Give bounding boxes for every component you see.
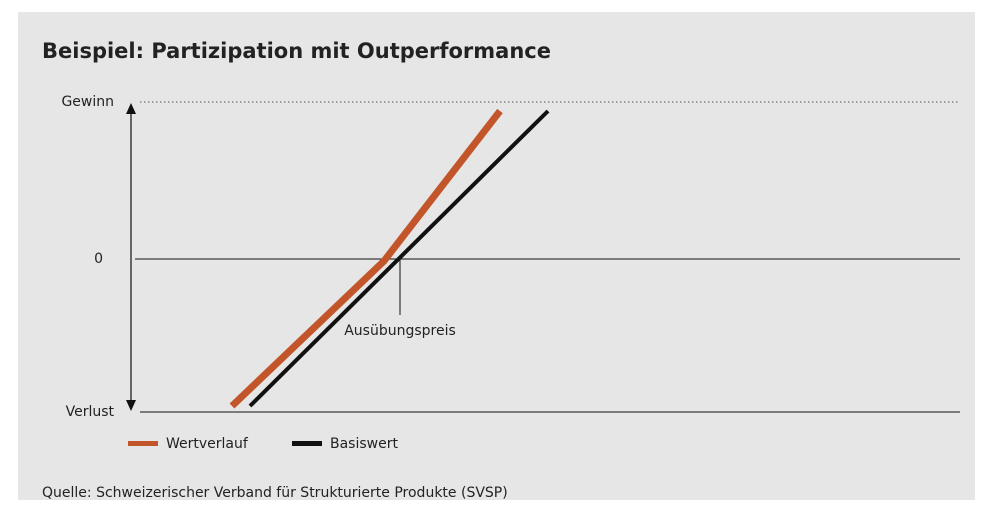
legend-label: Wertverlauf (166, 436, 249, 452)
label-verlust: Verlust (66, 404, 115, 420)
wertverlauf-line (229, 108, 503, 409)
label-zero: 0 (94, 251, 103, 267)
panel (18, 12, 975, 500)
title: Beispiel: Partizipation mit Outperforman… (42, 39, 551, 63)
legend-swatch (128, 441, 158, 446)
arrow-head-down (126, 400, 136, 411)
arrow-head-up (126, 103, 136, 114)
legend-swatch (292, 441, 322, 446)
basiswert-line (248, 109, 550, 408)
label-gewinn: Gewinn (61, 94, 114, 110)
source: Quelle: Schweizerischer Verband für Stru… (42, 485, 508, 501)
annotation: Ausübungspreis (344, 323, 456, 339)
legend-label: Basiswert (330, 436, 398, 452)
